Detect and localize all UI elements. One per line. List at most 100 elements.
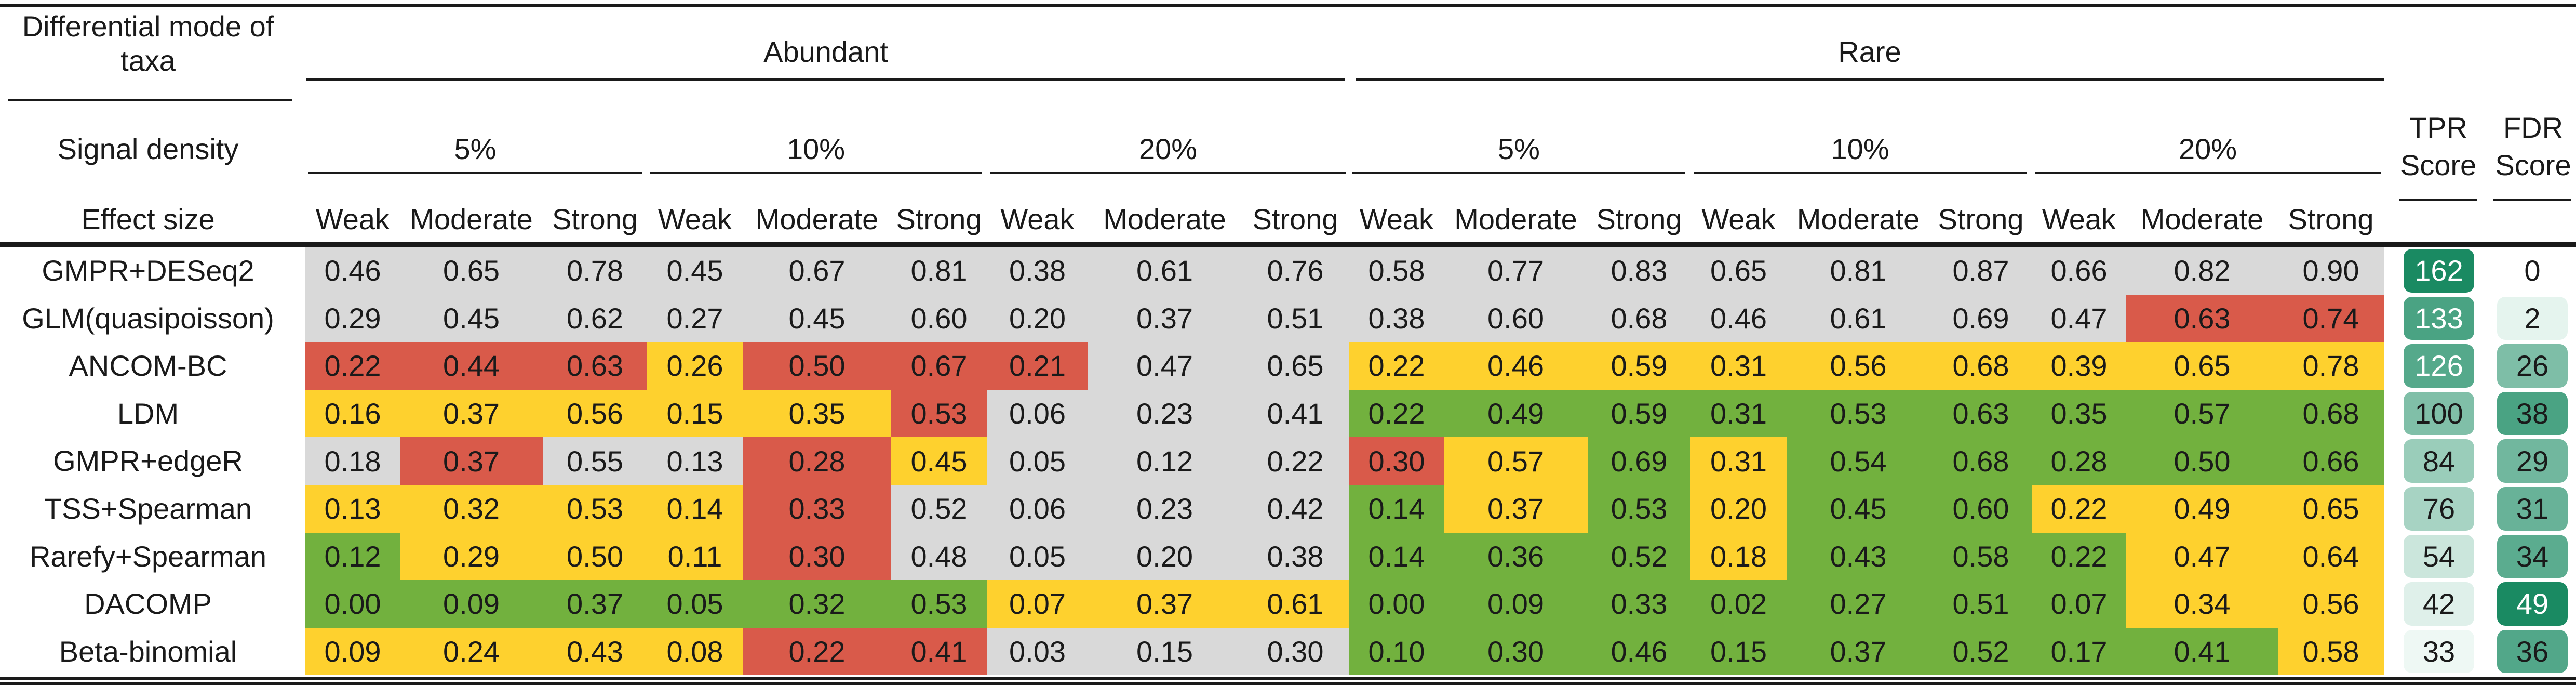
metric-cell: 0.61 bbox=[1241, 580, 1349, 628]
metric-cell: 0.14 bbox=[1349, 485, 1444, 533]
signal-density-label: Signal density bbox=[57, 133, 239, 165]
method-name: DACOMP bbox=[84, 587, 212, 621]
top-rule bbox=[0, 4, 2576, 7]
fdr-score: 0 bbox=[2497, 249, 2568, 293]
metric-cell: 0.14 bbox=[647, 485, 743, 533]
density-underline bbox=[1694, 172, 2027, 174]
metric-cell: 0.10 bbox=[1349, 627, 1444, 676]
metric-cell: 0.78 bbox=[2278, 342, 2384, 390]
metric-cell: 0.15 bbox=[1088, 627, 1241, 676]
method-name: GLM(quasipoisson) bbox=[22, 301, 274, 335]
metric-cell: 0.03 bbox=[987, 627, 1088, 676]
metric-cell: 0.47 bbox=[2126, 532, 2278, 581]
effect-size-header: Weak bbox=[315, 203, 390, 235]
metric-cell: 0.30 bbox=[1349, 437, 1444, 485]
metric-cell: 0.64 bbox=[2278, 532, 2384, 581]
metric-cell: 0.52 bbox=[891, 485, 987, 533]
metric-cell: 0.53 bbox=[891, 389, 987, 438]
metric-cell: 0.22 bbox=[743, 627, 891, 676]
density-label: 10% bbox=[786, 133, 846, 165]
metric-cell: 0.37 bbox=[400, 389, 543, 438]
metric-cell: 0.38 bbox=[987, 247, 1088, 295]
metric-cell: 0.17 bbox=[2032, 627, 2126, 676]
header-bottom-rule bbox=[0, 242, 2576, 247]
fdr-header-line1: FDR bbox=[2503, 111, 2564, 144]
fdr-score: 2 bbox=[2497, 296, 2568, 340]
metric-cell: 0.35 bbox=[2032, 389, 2126, 438]
metric-cell: 0.90 bbox=[2278, 247, 2384, 295]
metric-cell: 0.09 bbox=[305, 627, 400, 676]
metric-cell: 0.58 bbox=[1930, 532, 2032, 581]
metric-cell: 0.05 bbox=[987, 437, 1088, 485]
effect-size-label: Effect size bbox=[81, 203, 215, 235]
metric-cell: 0.16 bbox=[305, 389, 400, 438]
tpr-score: 162 bbox=[2404, 249, 2474, 293]
metric-cell: 0.47 bbox=[2032, 294, 2126, 342]
bottom-rule bbox=[0, 677, 2576, 680]
metric-cell: 0.49 bbox=[1444, 389, 1588, 438]
metric-cell: 0.74 bbox=[2278, 294, 2384, 342]
metric-cell: 0.37 bbox=[1787, 627, 1930, 676]
metric-cell: 0.22 bbox=[1349, 342, 1444, 390]
rare-underline bbox=[1356, 78, 2384, 81]
metric-cell: 0.45 bbox=[1787, 485, 1930, 533]
metric-cell: 0.56 bbox=[1787, 342, 1930, 390]
metric-cell: 0.32 bbox=[400, 485, 543, 533]
metric-cell: 0.37 bbox=[1088, 580, 1241, 628]
density-label: 20% bbox=[2178, 133, 2237, 165]
metric-cell: 0.63 bbox=[543, 342, 647, 390]
tpr-score: 76 bbox=[2404, 487, 2474, 531]
metric-cell: 0.50 bbox=[543, 532, 647, 581]
fdr-score: 31 bbox=[2497, 487, 2568, 531]
metric-cell: 0.37 bbox=[1088, 294, 1241, 342]
metric-cell: 0.46 bbox=[1588, 627, 1691, 676]
tpr-score: 54 bbox=[2404, 534, 2474, 578]
metric-cell: 0.38 bbox=[1349, 294, 1444, 342]
abundant-underline bbox=[306, 78, 1345, 81]
metric-cell: 0.37 bbox=[1444, 485, 1588, 533]
group-rare: Rare bbox=[1838, 35, 1901, 68]
effect-size-header: Strong bbox=[2288, 203, 2374, 235]
metric-cell: 0.78 bbox=[543, 247, 647, 295]
metric-cell: 0.11 bbox=[647, 532, 743, 581]
metric-cell: 0.87 bbox=[1930, 247, 2032, 295]
effect-size-header: Moderate bbox=[1103, 203, 1226, 235]
metric-cell: 0.14 bbox=[1349, 532, 1444, 581]
metric-cell: 0.46 bbox=[305, 247, 400, 295]
effect-size-header: Weak bbox=[1359, 203, 1434, 235]
metric-cell: 0.39 bbox=[2032, 342, 2126, 390]
metric-cell: 0.22 bbox=[1349, 389, 1444, 438]
effect-size-header: Weak bbox=[658, 203, 732, 235]
metric-cell: 0.43 bbox=[1787, 532, 1930, 581]
metric-cell: 0.00 bbox=[305, 580, 400, 628]
metric-cell: 0.50 bbox=[2126, 437, 2278, 485]
metric-cell: 0.81 bbox=[891, 247, 987, 295]
metric-cell: 0.18 bbox=[305, 437, 400, 485]
metric-cell: 0.63 bbox=[1930, 389, 2032, 438]
group-abundant: Abundant bbox=[763, 35, 888, 68]
metric-cell: 0.15 bbox=[1691, 627, 1787, 676]
metric-cell: 0.65 bbox=[400, 247, 543, 295]
metric-cell: 0.37 bbox=[400, 437, 543, 485]
tpr-header-underline bbox=[2399, 199, 2477, 201]
tpr-score: 33 bbox=[2404, 629, 2474, 674]
metric-cell: 0.30 bbox=[743, 532, 891, 581]
metric-cell: 0.57 bbox=[1444, 437, 1588, 485]
metric-cell: 0.51 bbox=[1930, 580, 2032, 628]
metric-cell: 0.22 bbox=[2032, 485, 2126, 533]
metric-cell: 0.08 bbox=[647, 627, 743, 676]
effect-size-header: Strong bbox=[552, 203, 638, 235]
metric-cell: 0.37 bbox=[543, 580, 647, 628]
density-underline bbox=[650, 172, 982, 174]
fdr-score: 29 bbox=[2497, 439, 2568, 483]
tpr-header-line2: Score bbox=[2400, 149, 2477, 181]
effect-size-header: Moderate bbox=[1454, 203, 1577, 235]
tpr-score: 126 bbox=[2404, 344, 2474, 388]
metric-cell: 0.59 bbox=[1588, 342, 1691, 390]
metric-cell: 0.81 bbox=[1787, 247, 1930, 295]
metric-cell: 0.66 bbox=[2032, 247, 2126, 295]
metric-cell: 0.23 bbox=[1088, 389, 1241, 438]
effect-size-header: Weak bbox=[2042, 203, 2116, 235]
fdr-header-underline bbox=[2493, 199, 2571, 201]
metric-cell: 0.41 bbox=[891, 627, 987, 676]
